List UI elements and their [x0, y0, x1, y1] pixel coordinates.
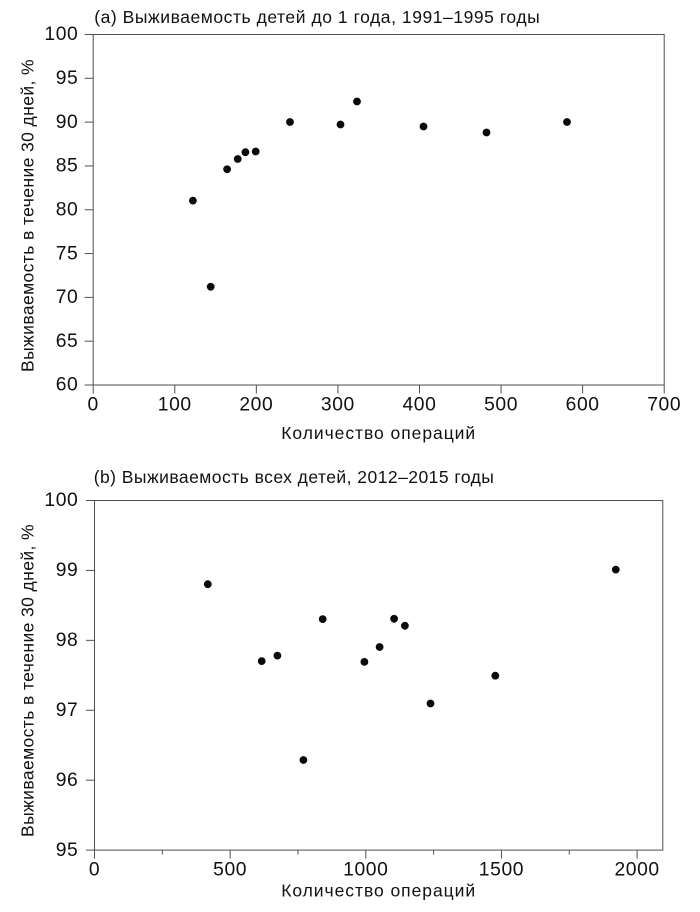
svg-text:85: 85 — [56, 156, 79, 177]
svg-text:Выживаемость в течение 30 дней: Выживаемость в течение 30 дней, % — [18, 59, 38, 372]
svg-text:2000: 2000 — [614, 860, 659, 881]
svg-text:75: 75 — [56, 243, 79, 264]
svg-text:500: 500 — [213, 860, 247, 881]
svg-text:200: 200 — [239, 394, 273, 415]
svg-text:100: 100 — [44, 24, 78, 45]
svg-text:65: 65 — [56, 331, 79, 352]
svg-text:700: 700 — [647, 394, 681, 415]
svg-text:1000: 1000 — [343, 860, 388, 881]
svg-text:80: 80 — [56, 199, 79, 220]
svg-text:Количество операций: Количество операций — [281, 881, 476, 901]
svg-text:500: 500 — [484, 394, 518, 415]
svg-text:(a) Выживаемость детей до 1 го: (a) Выживаемость детей до 1 года, 1991–1… — [94, 7, 540, 27]
svg-text:90: 90 — [56, 112, 79, 133]
svg-text:96: 96 — [56, 770, 79, 791]
svg-text:0: 0 — [88, 394, 99, 415]
svg-text:95: 95 — [56, 840, 79, 861]
svg-text:70: 70 — [56, 287, 79, 308]
svg-text:95: 95 — [56, 68, 79, 89]
svg-text:300: 300 — [321, 394, 355, 415]
svg-text:600: 600 — [566, 394, 600, 415]
svg-text:Количество операций: Количество операций — [281, 423, 476, 443]
svg-text:(b) Выживаемость всех детей, 2: (b) Выживаемость всех детей, 2012–2015 г… — [94, 467, 495, 487]
svg-text:100: 100 — [158, 394, 192, 415]
svg-text:98: 98 — [56, 630, 79, 651]
svg-text:100: 100 — [44, 490, 78, 511]
svg-text:60: 60 — [56, 375, 79, 396]
svg-text:Выживаемость в течение 30 дней: Выживаемость в течение 30 дней, % — [18, 524, 38, 837]
svg-text:99: 99 — [56, 560, 79, 581]
svg-text:400: 400 — [402, 394, 436, 415]
svg-text:97: 97 — [56, 700, 79, 721]
svg-text:0: 0 — [89, 860, 100, 881]
svg-text:1500: 1500 — [479, 860, 524, 881]
